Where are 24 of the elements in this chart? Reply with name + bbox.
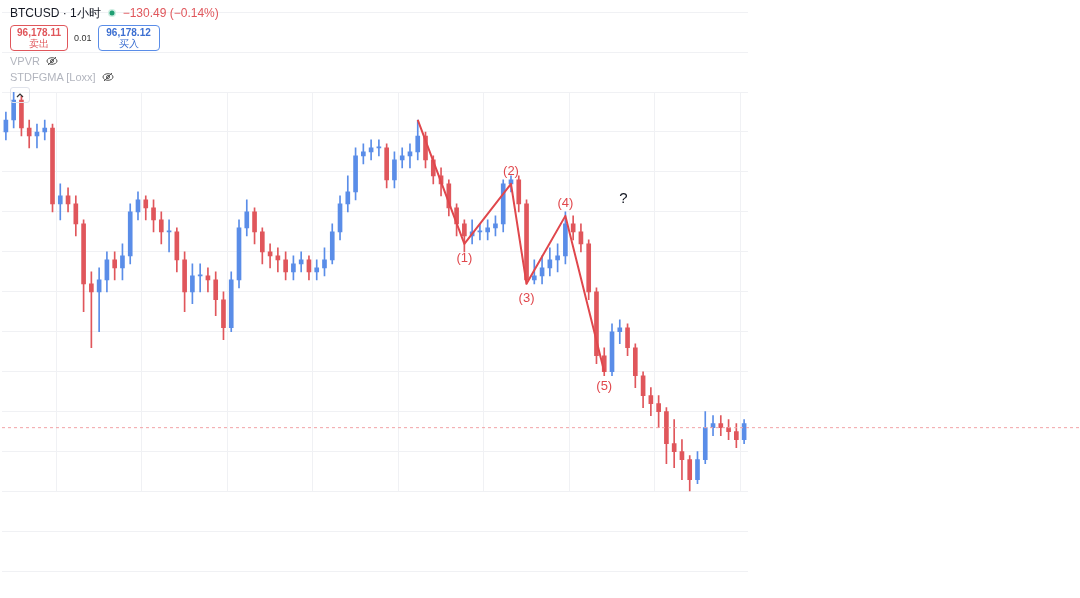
chart-title: BTCUSD · 1小时 — [10, 4, 101, 22]
text: 0.01 — [74, 33, 92, 43]
candlestick — [298, 251, 304, 273]
text: 96,178.12 — [106, 27, 151, 38]
candlestick — [617, 319, 623, 345]
candlestick — [57, 183, 63, 221]
candlestick — [399, 147, 405, 169]
candlestick — [42, 119, 48, 141]
annotation: ? — [619, 188, 628, 206]
annotation: (3) — [518, 289, 535, 305]
candlestick — [485, 219, 491, 241]
text: 96,178.11 — [17, 27, 61, 38]
candlestick — [679, 439, 685, 480]
annotation: (5) — [596, 377, 613, 393]
annotation: (2) — [503, 162, 519, 178]
chart-subtitle: −130.49 (−0.14%) — [122, 6, 219, 20]
candlestick — [197, 263, 203, 293]
candlestick — [671, 419, 677, 468]
annotation: (1) — [456, 249, 473, 265]
candlestick — [205, 267, 211, 293]
text: VPVR — [10, 55, 40, 67]
text: STDFGMA [Loxx] — [10, 71, 96, 83]
annotation: (4) — [557, 194, 574, 210]
candlestick — [718, 415, 724, 436]
